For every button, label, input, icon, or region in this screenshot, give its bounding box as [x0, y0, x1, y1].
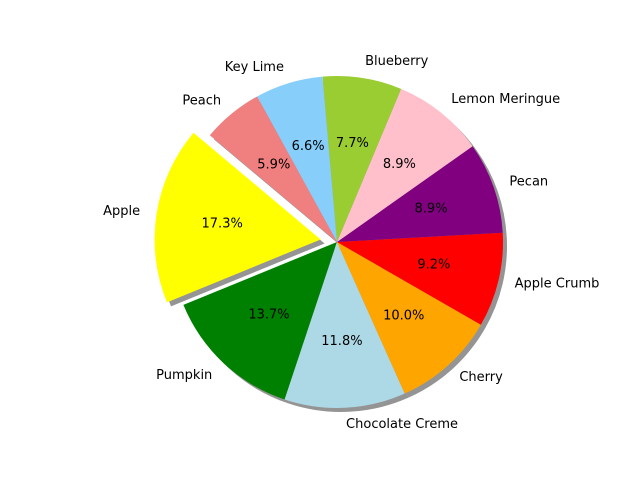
slice-key-lime	[257, 76, 337, 242]
slice-label-blueberry: Blueberry	[365, 54, 428, 69]
label-layer: 17.3% Apple 13.7% Pumpkin 11.8% Chocolate Cre…	[103, 54, 599, 432]
slice-chocolate-creme	[284, 242, 405, 408]
percent-label-peach: 5.9%	[257, 158, 290, 173]
slice-label-cherry: Cherry	[459, 370, 503, 385]
slice-layer	[154, 76, 503, 408]
slice-label-pecan: Pecan	[509, 174, 548, 189]
slice-lemon-meringue	[337, 88, 473, 243]
slice-apple-crumb	[337, 232, 503, 325]
percent-label-pumpkin: 13.7%	[248, 307, 289, 322]
slice-label-peach: Peach	[182, 93, 221, 108]
slice-blueberry	[322, 76, 402, 243]
percent-label-pecan: 8.9%	[415, 202, 448, 217]
percent-label-blueberry: 7.7%	[336, 136, 369, 151]
slice-label-pumpkin: Pumpkin	[156, 368, 212, 383]
slice-peach	[209, 96, 337, 242]
slice-label-apple: Apple	[103, 204, 140, 219]
percent-label-lemon-meringue: 8.9%	[383, 157, 416, 172]
percent-label-apple-crumb: 9.2%	[417, 258, 450, 273]
slice-pecan	[337, 146, 503, 242]
percent-label-key-lime: 6.6%	[292, 139, 325, 154]
slice-cherry	[337, 242, 481, 394]
slice-apple	[154, 132, 321, 303]
percent-label-cherry: 10.0%	[383, 308, 424, 323]
slice-pumpkin	[183, 242, 337, 400]
slice-label-lemon-meringue: Lemon Meringue	[451, 92, 560, 107]
percent-label-chocolate-creme: 11.8%	[321, 334, 362, 349]
slice-label-key-lime: Key Lime	[225, 60, 284, 75]
percent-label-apple: 17.3%	[202, 217, 243, 232]
slice-label-apple-crumb: Apple Crumb	[515, 277, 600, 292]
slice-label-chocolate-creme: Chocolate Creme	[346, 417, 458, 432]
